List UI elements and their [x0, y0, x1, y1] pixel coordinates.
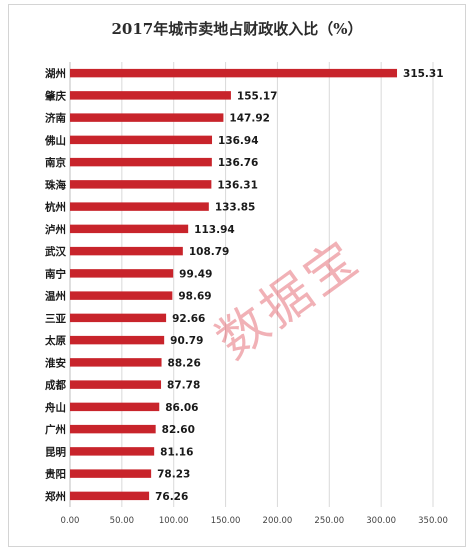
category-label: 佛山	[44, 134, 66, 147]
x-tick-label: 50.00	[110, 516, 134, 526]
bar	[70, 91, 231, 100]
x-tick-label: 250.00	[314, 516, 344, 526]
category-label: 南宁	[45, 267, 66, 280]
bar	[70, 202, 209, 211]
category-label: 温州	[45, 290, 66, 303]
bar	[70, 447, 155, 456]
value-label: 76.26	[155, 491, 188, 503]
category-label: 三亚	[45, 313, 66, 325]
value-label: 98.69	[178, 291, 211, 303]
bar	[70, 224, 189, 234]
category-label: 肇庆	[44, 89, 66, 102]
value-label: 136.31	[217, 179, 258, 191]
category-label: 武汉	[45, 245, 66, 258]
category-label: 淮安	[45, 356, 66, 369]
x-tick-label: 300.00	[366, 516, 396, 526]
bar	[70, 402, 160, 412]
category-label: 昆明	[45, 446, 66, 458]
value-label: 82.60	[162, 424, 195, 436]
value-label: 87.78	[167, 380, 200, 392]
bar	[70, 358, 162, 367]
value-label: 315.31	[403, 68, 444, 80]
bar	[70, 246, 183, 256]
value-label: 147.92	[229, 113, 270, 125]
category-label: 泸州	[45, 223, 66, 236]
category-label: 南京	[45, 156, 66, 169]
category-label: 贵阳	[45, 468, 66, 481]
bar	[70, 68, 398, 78]
value-label: 90.79	[170, 335, 203, 347]
chart-title: 2017年城市卖地占财政收入比（%）	[111, 20, 363, 38]
bar	[70, 335, 165, 345]
bar	[70, 269, 174, 278]
category-label: 杭州	[45, 201, 66, 214]
value-label: 136.76	[218, 157, 259, 169]
category-label: 济南	[45, 112, 66, 125]
category-label: 郑州	[45, 490, 66, 503]
bar	[70, 291, 173, 300]
value-label: 86.06	[165, 402, 198, 414]
bar	[70, 491, 150, 501]
value-label: 113.94	[194, 224, 235, 236]
bar	[70, 424, 156, 434]
value-label: 81.16	[160, 446, 193, 458]
category-label: 湖州	[45, 67, 66, 80]
value-label: 136.94	[218, 135, 259, 147]
category-label: 太原	[44, 334, 66, 347]
x-tick-label: 100.00	[159, 516, 189, 526]
bar	[70, 113, 224, 122]
gridlines	[69, 62, 434, 507]
value-label: 88.26	[168, 357, 201, 369]
category-label: 舟山	[45, 401, 66, 414]
value-label: 99.49	[179, 268, 212, 280]
value-label: 92.66	[172, 313, 205, 325]
x-tick-label: 0.00	[61, 516, 80, 526]
value-label: 108.79	[189, 246, 230, 258]
x-tick-label: 200.00	[263, 516, 293, 526]
x-axis-tick-labels: 0.00 50.00 100.00 150.00 200.00 250.00 300.00 3…	[61, 516, 448, 526]
bar	[70, 157, 212, 167]
category-label: 成都	[45, 379, 66, 392]
x-tick-label: 150.00	[211, 516, 241, 526]
value-label: 133.85	[215, 202, 256, 214]
value-labels: 315.31 155.17 147.92 136.94 136.76 136.31 133.…	[155, 68, 443, 503]
bar	[70, 135, 213, 145]
bars	[70, 68, 398, 501]
bar	[70, 469, 152, 478]
bar	[70, 180, 212, 189]
value-label: 155.17	[237, 90, 278, 102]
bar	[70, 380, 162, 389]
category-label: 广州	[45, 423, 66, 436]
bar	[70, 313, 167, 323]
category-label: 珠海	[45, 178, 66, 191]
value-label: 78.23	[157, 469, 190, 481]
x-tick-label: 350.00	[418, 516, 448, 526]
